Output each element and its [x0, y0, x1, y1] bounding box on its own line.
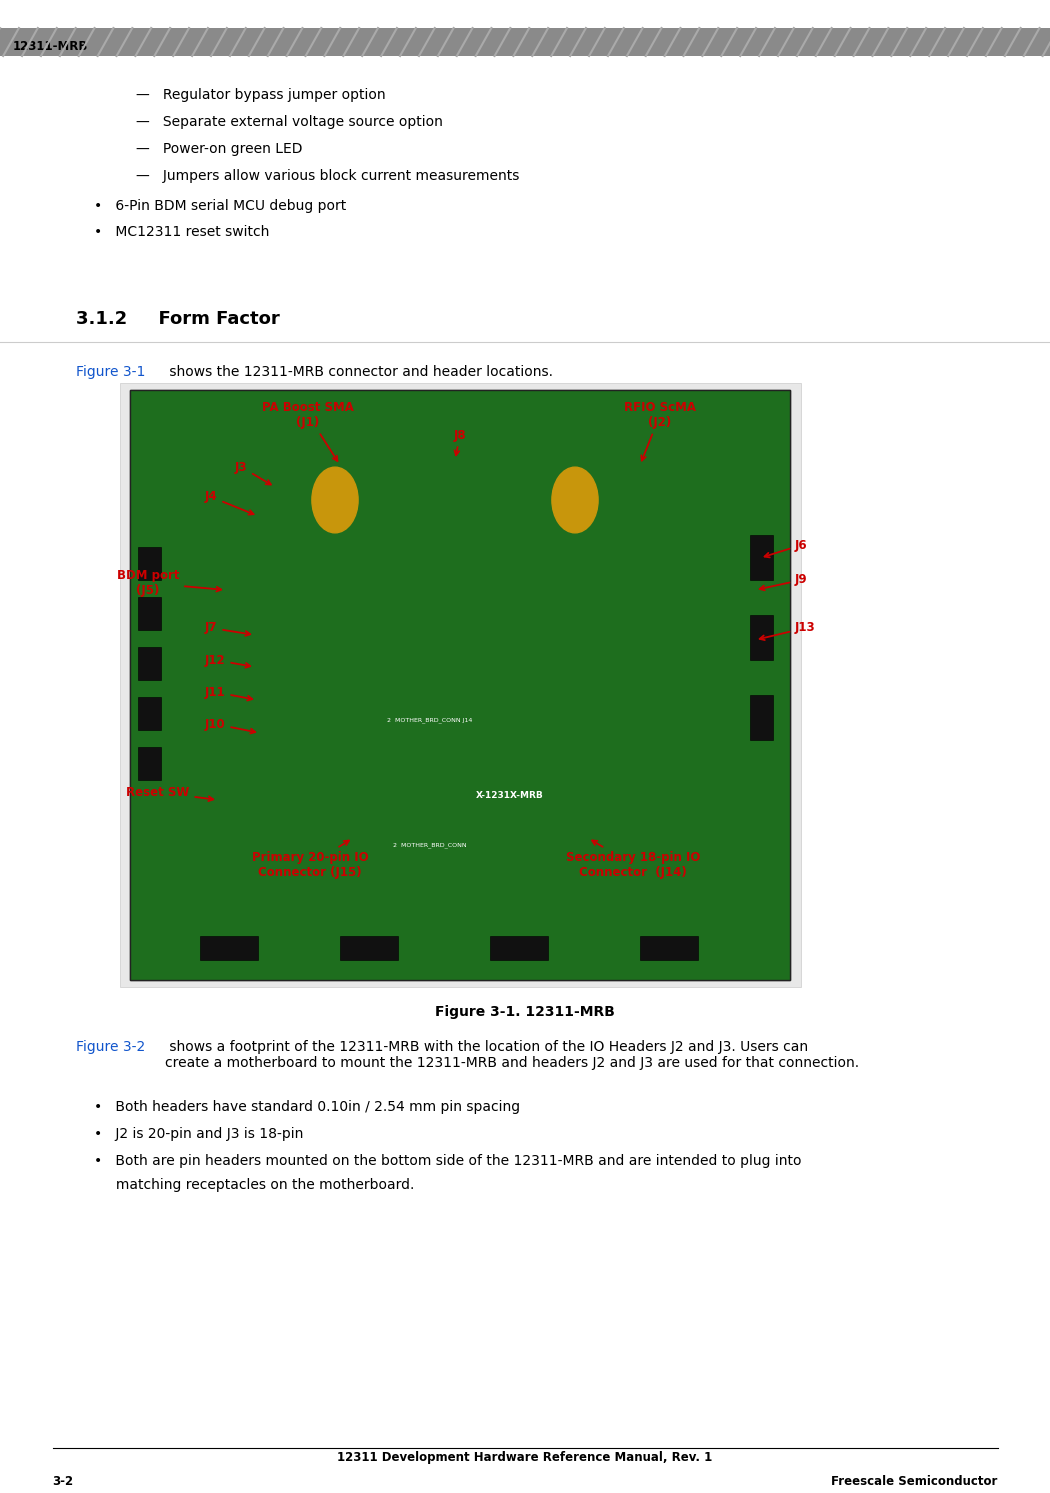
Text: —   Jumpers allow various block current measurements: — Jumpers allow various block current me…: [136, 169, 520, 184]
Text: Reset SW: Reset SW: [126, 785, 213, 802]
Bar: [490, 936, 548, 960]
Text: X-1231X-MRB: X-1231X-MRB: [476, 790, 544, 799]
Bar: [750, 696, 773, 741]
Text: 3-2: 3-2: [52, 1475, 74, 1489]
Bar: [750, 534, 773, 579]
Bar: [138, 646, 161, 679]
Circle shape: [552, 467, 598, 533]
Text: PA Boost SMA
(J1): PA Boost SMA (J1): [262, 402, 354, 461]
Text: J3: J3: [235, 460, 271, 485]
Bar: [138, 546, 161, 579]
Text: •   Both are pin headers mounted on the bottom side of the 12311-MRB and are int: • Both are pin headers mounted on the bo…: [94, 1154, 802, 1168]
Text: J8: J8: [454, 428, 466, 455]
Text: J12: J12: [205, 654, 250, 667]
Text: 2  MOTHER_BRD_CONN: 2 MOTHER_BRD_CONN: [393, 842, 467, 848]
Text: J4: J4: [205, 491, 253, 515]
Text: 2  MOTHER_BRD_CONN J14: 2 MOTHER_BRD_CONN J14: [387, 717, 472, 723]
Bar: [340, 936, 398, 960]
Text: •   6-Pin BDM serial MCU debug port: • 6-Pin BDM serial MCU debug port: [94, 199, 346, 213]
Text: J11: J11: [205, 685, 252, 700]
Bar: [138, 597, 161, 630]
Text: matching receptacles on the motherboard.: matching receptacles on the motherboard.: [94, 1178, 415, 1191]
Text: •   Both headers have standard 0.10in / 2.54 mm pin spacing: • Both headers have standard 0.10in / 2.…: [94, 1100, 521, 1114]
Bar: [130, 390, 790, 979]
Text: —   Separate external voltage source option: — Separate external voltage source optio…: [136, 115, 443, 128]
Circle shape: [312, 467, 358, 533]
Text: shows a footprint of the 12311-MRB with the location of the IO Headers J2 and J3: shows a footprint of the 12311-MRB with …: [165, 1041, 859, 1070]
Text: Secondary 18‑pin IO
Connector  (J14): Secondary 18‑pin IO Connector (J14): [566, 841, 700, 879]
Bar: [640, 936, 698, 960]
Text: J6: J6: [764, 539, 807, 557]
Bar: [138, 697, 161, 730]
Bar: [120, 382, 800, 987]
Text: Figure 3-1: Figure 3-1: [76, 364, 145, 379]
Text: RFIO ScMA
(J2): RFIO ScMA (J2): [624, 402, 696, 460]
Text: —   Regulator bypass jumper option: — Regulator bypass jumper option: [136, 88, 386, 102]
Bar: [138, 746, 161, 779]
Text: J10: J10: [205, 718, 255, 733]
Text: •   MC12311 reset switch: • MC12311 reset switch: [94, 225, 270, 239]
Text: shows the 12311-MRB connector and header locations.: shows the 12311-MRB connector and header…: [165, 364, 553, 379]
Text: J13: J13: [759, 621, 816, 640]
Text: Figure 3-1. 12311-MRB: Figure 3-1. 12311-MRB: [435, 1005, 615, 1020]
Text: J9: J9: [760, 573, 807, 590]
Text: 12311-MRB: 12311-MRB: [13, 40, 88, 52]
Text: Figure 3-2: Figure 3-2: [76, 1041, 145, 1054]
Text: •   J2 is 20-pin and J3 is 18-pin: • J2 is 20-pin and J3 is 18-pin: [94, 1127, 303, 1141]
Bar: [0, 28, 1050, 57]
Text: Primary 20‑pin IO
Connector (J15): Primary 20‑pin IO Connector (J15): [252, 841, 369, 879]
Bar: [200, 936, 257, 960]
Text: 3.1.2     Form Factor: 3.1.2 Form Factor: [76, 311, 279, 328]
Text: J7: J7: [205, 621, 250, 636]
Text: BDM port
(J5): BDM port (J5): [117, 569, 222, 597]
Text: —   Power-on green LED: — Power-on green LED: [136, 142, 303, 155]
Text: Freescale Semiconductor: Freescale Semiconductor: [832, 1475, 998, 1489]
Text: 12311 Development Hardware Reference Manual, Rev. 1: 12311 Development Hardware Reference Man…: [337, 1451, 713, 1465]
Bar: [130, 390, 790, 979]
Bar: [750, 615, 773, 660]
